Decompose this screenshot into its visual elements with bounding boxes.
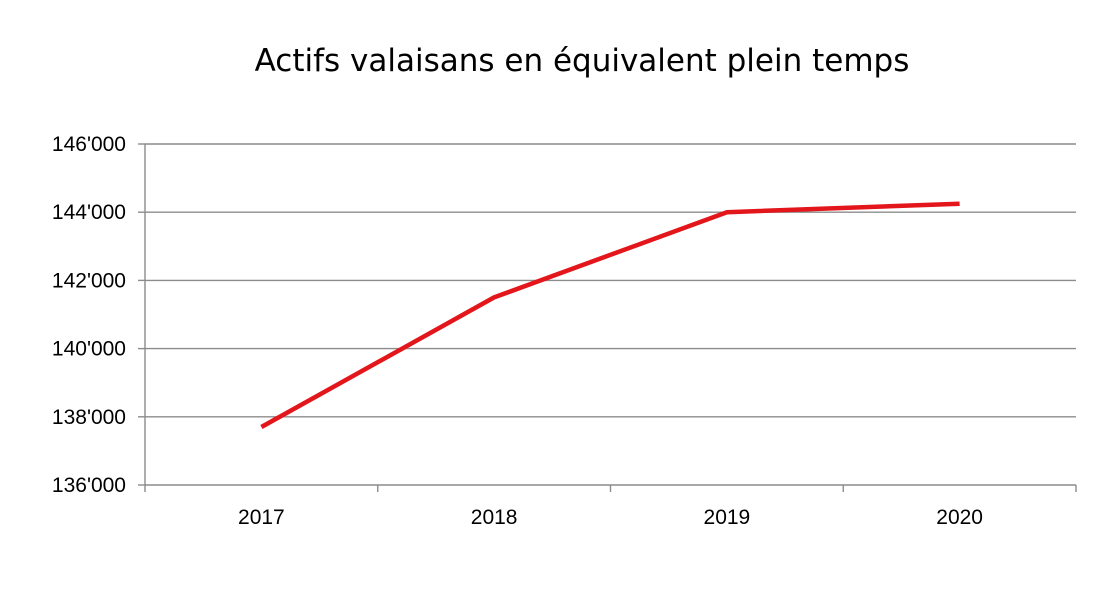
x-tick-label: 2017 xyxy=(238,506,285,529)
y-tick-label: 138'000 xyxy=(52,406,126,429)
x-tick-label: 2018 xyxy=(471,506,518,529)
x-tick-label: 2020 xyxy=(936,506,983,529)
y-tick-label: 140'000 xyxy=(52,338,126,361)
x-axis-ticks: 2017 2018 2019 2020 xyxy=(144,485,1077,529)
chart-title: Actifs valaisans en équivalent plein tem… xyxy=(255,43,910,79)
y-tick-label: 136'000 xyxy=(52,474,126,497)
y-tick-label: 144'000 xyxy=(52,201,126,224)
series-line xyxy=(260,201,960,429)
gridlines xyxy=(145,143,1076,418)
y-tick-label: 142'000 xyxy=(52,269,126,292)
y-tick-label: 146'000 xyxy=(52,133,126,156)
axes xyxy=(144,144,1076,486)
x-tick-label: 2019 xyxy=(704,506,751,529)
series xyxy=(260,201,960,429)
y-axis-ticks: 136'000 138'000 140'000 142'000 144'000 146'0… xyxy=(52,133,145,497)
